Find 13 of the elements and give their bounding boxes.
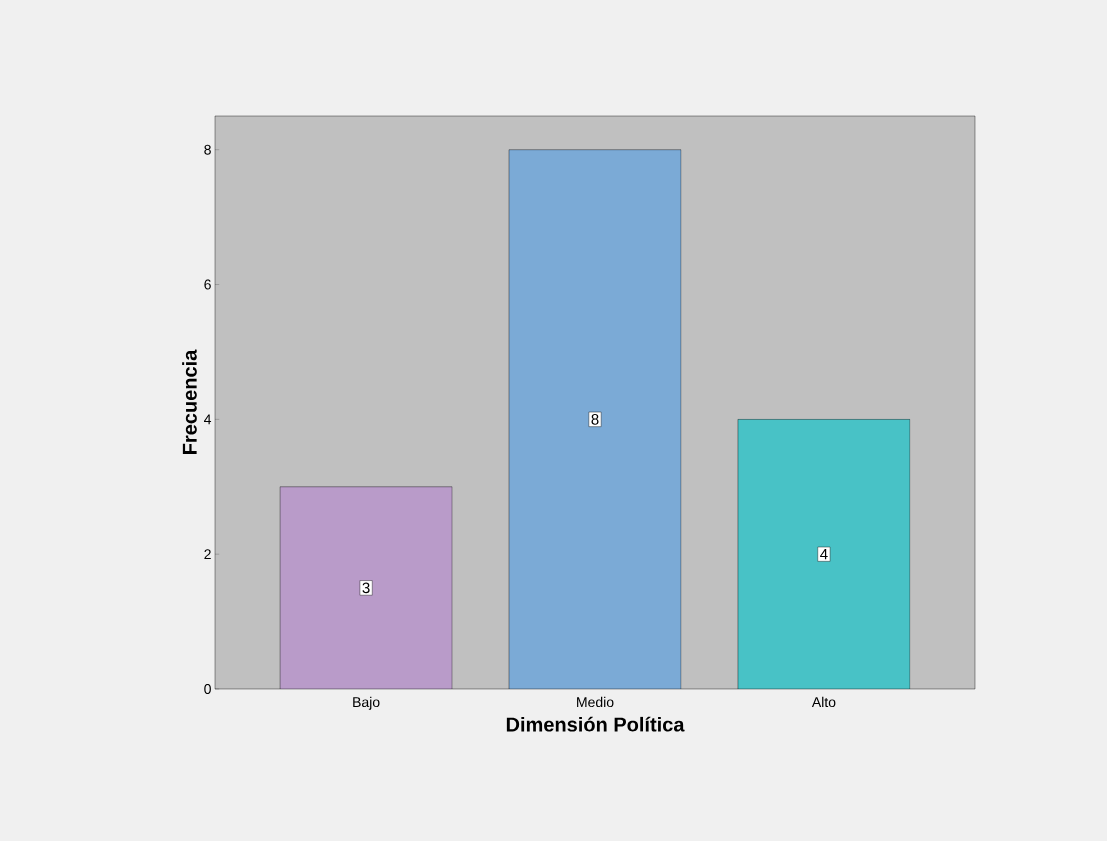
x-tick-label: Alto — [811, 696, 836, 708]
y-axis-title: Frecuencia — [182, 349, 197, 454]
y-tick-label: 2 — [204, 549, 211, 560]
x-tick-label: Bajo — [353, 696, 380, 710]
x-tick-label: Medio — [577, 696, 614, 708]
data-label: 4 — [820, 549, 828, 560]
y-tick-label: 4 — [204, 414, 212, 425]
data-label: 8 — [591, 414, 599, 425]
data-label: 3 — [362, 582, 370, 594]
y-tick-label: 6 — [204, 279, 211, 290]
y-tick-label: 8 — [204, 144, 211, 155]
y-tick-label: 0 — [204, 684, 211, 694]
x-axis-title: Dimensión Política — [506, 716, 685, 732]
